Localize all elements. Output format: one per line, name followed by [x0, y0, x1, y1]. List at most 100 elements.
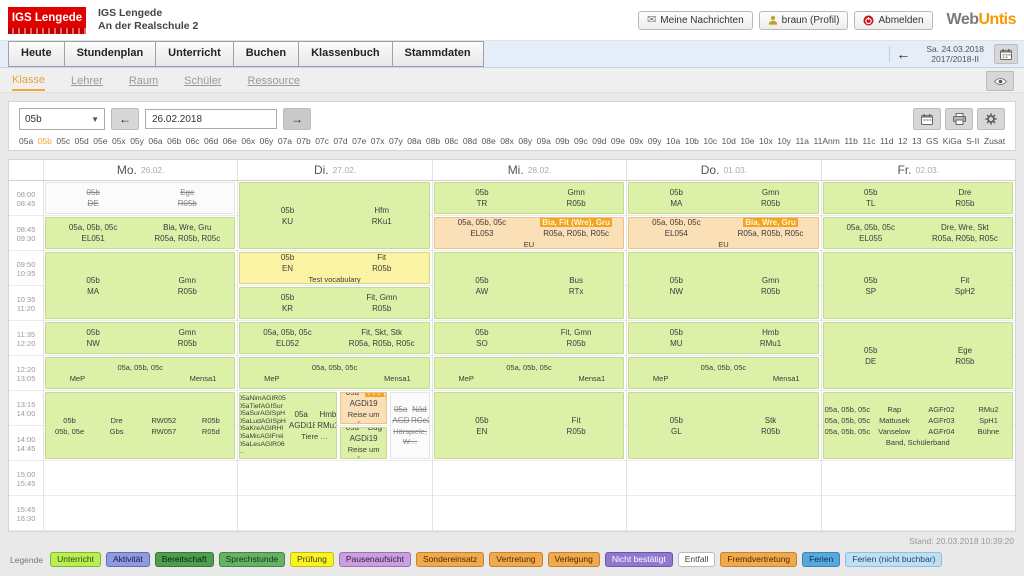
class-link-11c[interactable]: 11c [862, 136, 876, 146]
class-link-05d[interactable]: 05d [74, 136, 89, 146]
class-link-08x[interactable]: 08x [500, 136, 514, 146]
class-link-08b[interactable]: 08b [425, 136, 441, 146]
lesson-cell[interactable]: 05b Fit EN R05b Test vocabulary [239, 252, 430, 284]
class-link-Zusatz[interactable]: Zusatz [983, 136, 1005, 146]
class-link-08y[interactable]: 08y [518, 136, 533, 146]
lesson-cell[interactable]: 05aNädAGDi02RCe2Hörspiele, W… [390, 392, 430, 459]
lesson-cell[interactable]: 05b Gmn MA R05b [628, 182, 819, 214]
class-link-07a[interactable]: 07a [277, 136, 292, 146]
lesson-cell[interactable]: 05b Fit SP SpH2 [822, 252, 1014, 319]
class-link-09x[interactable]: 09x [629, 136, 644, 146]
class-link-09a[interactable]: 09a [536, 136, 551, 146]
class-link-10y[interactable]: 10y [777, 136, 791, 146]
lesson-cell[interactable]: 05b Gmn TR R05b [433, 182, 625, 214]
class-link-07c[interactable]: 07c [315, 136, 329, 146]
class-link-07d[interactable]: 07d [333, 136, 348, 146]
lesson-cell[interactable]: 05a, 05b, 05c Bia, Wre, Gru EL054 R05a, R05… [628, 217, 819, 249]
lesson-cell[interactable]: 05a ??? (BuAGDi19Reise um die… [339, 392, 388, 424]
class-link-08a[interactable]: 08a [407, 136, 422, 146]
lesson-cell[interactable]: 05a, 05b, 05c MeP Mensa1 [433, 357, 625, 389]
class-select[interactable]: 05b ▼ [19, 108, 105, 130]
class-link-10x[interactable]: 10x [759, 136, 773, 146]
lesson-cell[interactable]: 05b Ege DE R05b [45, 182, 236, 214]
lesson-cell[interactable]: 05a, 05b, 05c Fit, Skt, Stk EL052 R05a, R05… [239, 322, 430, 354]
next-week-button[interactable]: → [283, 108, 311, 130]
lesson-cell[interactable]: 05b Dre RW052 R05b 05b, 05e Gbs RW057 R05d [45, 392, 236, 459]
messages-button[interactable]: ✉ Meine Nachrichten [638, 10, 753, 30]
lesson-cell[interactable]: 05b Gmn NW R05b [628, 252, 819, 319]
class-link-11Anm[interactable]: 11Anm [813, 136, 840, 146]
lesson-cell[interactable]: 05b Ege DE R05b [822, 322, 1014, 389]
class-link-06b[interactable]: 06b [167, 136, 182, 146]
tab-buchen[interactable]: Buchen [232, 41, 300, 67]
lesson-cell[interactable]: 05a, 05b, 05c Bia, Fit (Wre), Gru EL053 R05… [433, 217, 625, 249]
school-logo[interactable]: IGS Lengede [8, 6, 86, 34]
settings-button[interactable] [977, 108, 1005, 130]
class-link-05a[interactable]: 05a [19, 136, 34, 146]
class-link-10d[interactable]: 10d [721, 136, 736, 146]
lesson-cell[interactable]: 05b Dre TL R05b [822, 182, 1014, 214]
class-link-05y[interactable]: 05y [130, 136, 144, 146]
class-link-12[interactable]: 12 [898, 136, 908, 146]
class-link-11b[interactable]: 11b [844, 136, 858, 146]
lesson-cell[interactable]: 05a, 05b, 05c MeP Mensa1 [628, 357, 819, 389]
class-link-09e[interactable]: 09e [610, 136, 626, 146]
class-link-05c[interactable]: 05c [56, 136, 71, 146]
lesson-cell[interactable]: 05a, 05b, 05c MeP Mensa1 [45, 357, 236, 389]
class-link-11d[interactable]: 11d [879, 136, 894, 146]
lesson-cell[interactable]: 05b Gmn MA R05b [45, 252, 236, 319]
subnav-item-klasse[interactable]: Klasse [12, 70, 46, 91]
class-link-05x[interactable]: 05x [111, 136, 126, 146]
visibility-settings-button[interactable] [986, 71, 1014, 91]
tab-klassenbuch[interactable]: Klassenbuch [298, 41, 393, 67]
class-link-05e[interactable]: 05e [93, 136, 108, 146]
lesson-cell[interactable]: 05a Bug AGDi19 Reise um die… [339, 427, 388, 459]
class-link-06y[interactable]: 06y [259, 136, 274, 146]
lesson-cell[interactable]: 05b Fit, Gmn KR R05b [239, 287, 430, 319]
print-button[interactable] [945, 108, 973, 130]
class-link-10e[interactable]: 10e [740, 136, 755, 146]
logout-button[interactable]: Abmelden [854, 10, 933, 30]
class-link-08e[interactable]: 08e [481, 136, 496, 146]
class-link-07e[interactable]: 07e [352, 136, 367, 146]
class-link-KiGa[interactable]: KiGa [942, 136, 962, 146]
class-link-06a[interactable]: 06a [148, 136, 163, 146]
nav-prev-arrow[interactable]: ← [889, 46, 916, 62]
class-link-05b[interactable]: 05b [37, 136, 52, 146]
class-link-13[interactable]: 13 [911, 136, 922, 146]
tab-heute[interactable]: Heute [8, 41, 65, 67]
class-link-10a[interactable]: 10a [666, 136, 681, 146]
subnav-item-ressource[interactable]: Ressource [247, 74, 301, 87]
lesson-cell[interactable]: 05b Gmn NW R05b [45, 322, 236, 354]
lesson-cell[interactable]: 05a, 05b, 05c Dre, Wre, Skt EL055 R05a, R05… [822, 217, 1014, 249]
lesson-cell[interactable]: 05b Hfm KU RKu1 [239, 182, 430, 249]
class-link-08d[interactable]: 08d [462, 136, 477, 146]
class-link-07x[interactable]: 07x [370, 136, 385, 146]
class-link-09b[interactable]: 09b [555, 136, 570, 146]
nav-calendar-button[interactable] [994, 44, 1018, 64]
class-link-06x[interactable]: 06x [241, 136, 256, 146]
lesson-cell[interactable]: 05b Bus AW RTx [433, 252, 625, 319]
lesson-cell[interactable]: 05b Hmb MU RMu1 [628, 322, 819, 354]
date-input[interactable] [145, 109, 277, 129]
tab-stammdaten[interactable]: Stammdaten [391, 41, 484, 67]
lesson-cell[interactable]: 05aNimAGIR05 05aTiefAGISur 05aSurAGISpH 05a… [239, 392, 337, 459]
class-link-10c[interactable]: 10c [703, 136, 718, 146]
class-link-S-II[interactable]: S-II [966, 136, 980, 146]
class-link-06d[interactable]: 06d [204, 136, 219, 146]
tab-unterricht[interactable]: Unterricht [155, 41, 234, 67]
lesson-cell[interactable]: 05a, 05b, 05c MeP Mensa1 [239, 357, 430, 389]
subnav-item-schüler[interactable]: Schüler [184, 74, 222, 87]
class-link-10b[interactable]: 10b [684, 136, 699, 146]
subnav-item-lehrer[interactable]: Lehrer [71, 74, 103, 87]
class-link-09c[interactable]: 09c [574, 136, 588, 146]
lesson-cell[interactable]: 05b Fit EN R05b [433, 392, 625, 459]
lesson-cell[interactable]: 05b Stk GL R05b [628, 392, 819, 459]
lesson-cell[interactable]: 05b Fit, Gmn SO R05b [433, 322, 625, 354]
prev-week-button[interactable]: ← [111, 108, 139, 130]
class-link-GS[interactable]: GS [925, 136, 939, 146]
class-link-11a[interactable]: 11a [795, 136, 809, 146]
class-link-07y[interactable]: 07y [389, 136, 403, 146]
profile-button[interactable]: braun (Profil) [758, 10, 849, 30]
lesson-cell[interactable]: 05a, 05b, 05c Rap AGFr02 RMu2 05a, 05b, 05c M… [822, 392, 1014, 459]
